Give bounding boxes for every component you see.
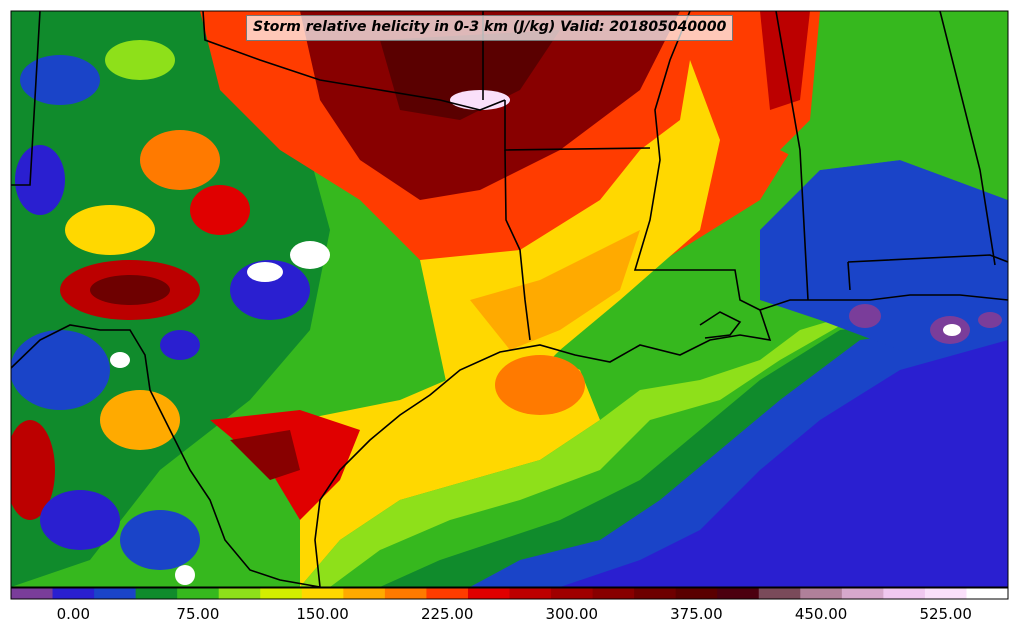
- colorbar-swatch: [966, 588, 1009, 599]
- colorbar-ticks: 0.00 75.00 150.00 225.00 300.00 375.00 450.00 5…: [57, 605, 972, 623]
- colorbar-swatch: [634, 588, 677, 599]
- colorbar-swatch: [467, 588, 510, 599]
- colorbar-tick-label: 525.00: [919, 605, 972, 623]
- colorbar-swatch: [384, 588, 427, 599]
- field-ne-green: [780, 11, 1008, 200]
- field-coast-orange: [495, 355, 585, 415]
- colorbar-swatch: [135, 588, 178, 599]
- colorbar-tick-label: 450.00: [795, 605, 848, 623]
- colorbar-swatch: [343, 588, 386, 599]
- state-line-red-river: [202, 11, 506, 111]
- colorbar-swatch: [94, 588, 137, 599]
- field-center-orange: [470, 230, 640, 350]
- colorbar-swatch: [592, 588, 635, 599]
- colorbar-swatch: [52, 588, 95, 599]
- colorbar: 0.00 75.00 150.00 225.00 300.00 375.00 450.00 5…: [10, 587, 1009, 623]
- state-line-nm-west: [11, 11, 41, 186]
- gulf-coastline: [314, 294, 1008, 587]
- colorbar-swatch: [11, 588, 54, 599]
- colorbar-swatch: [551, 588, 594, 599]
- colorbar-swatches: [11, 588, 1009, 599]
- state-line-al-fl-2: [847, 261, 851, 291]
- field-gulf-deepblue: [560, 340, 1008, 587]
- field-se-white-1: [943, 324, 961, 336]
- state-line-al-ga: [939, 11, 996, 266]
- map-title: Storm relative helicity in 0-3 km (J/kg)…: [246, 15, 734, 41]
- colorbar-frame: [10, 587, 1009, 600]
- field-west-noise: [11, 40, 330, 585]
- colorbar-swatch: [177, 588, 220, 599]
- colorbar-tick-label: 300.00: [546, 605, 599, 623]
- river-rio-grande: [11, 324, 321, 587]
- colorbar-swatch: [800, 588, 843, 599]
- field-se-purple-2: [849, 304, 881, 328]
- field-se-blue: [760, 160, 1008, 350]
- colorbar-tick-label: 75.00: [176, 605, 219, 623]
- field-max-pink: [450, 90, 510, 110]
- field-se-purple-3: [978, 312, 1002, 328]
- colorbar-swatch: [260, 588, 303, 599]
- state-line-tx-la: [504, 149, 531, 341]
- colorbar-swatch: [509, 588, 552, 599]
- coast-lake-pontchartrain: [699, 311, 742, 339]
- colorbar-swatch: [883, 588, 926, 599]
- colorbar-swatch: [924, 588, 967, 599]
- state-line-ms-al: [775, 11, 809, 301]
- colorbar-swatch: [426, 588, 469, 599]
- helicity-field: [11, 11, 1008, 587]
- state-line-mississippi: [633, 11, 761, 311]
- colorbar-swatch: [675, 588, 718, 599]
- state-line-al-fl: [847, 254, 1008, 263]
- colorbar-tick-label: 375.00: [670, 605, 723, 623]
- colorbar-tick-label: 0.00: [57, 605, 90, 623]
- field-coast-darkred: [230, 430, 300, 480]
- colorbar-tick-label: 225.00: [421, 605, 474, 623]
- map-frame: [10, 10, 1009, 588]
- colorbar-tick-label: 150.00: [296, 605, 349, 623]
- colorbar-swatch: [841, 588, 884, 599]
- boundaries: [11, 11, 1008, 587]
- colorbar-swatch: [301, 588, 344, 599]
- colorbar-swatch: [758, 588, 801, 599]
- colorbar-swatch: [218, 588, 261, 599]
- colorbar-swatch: [717, 588, 760, 599]
